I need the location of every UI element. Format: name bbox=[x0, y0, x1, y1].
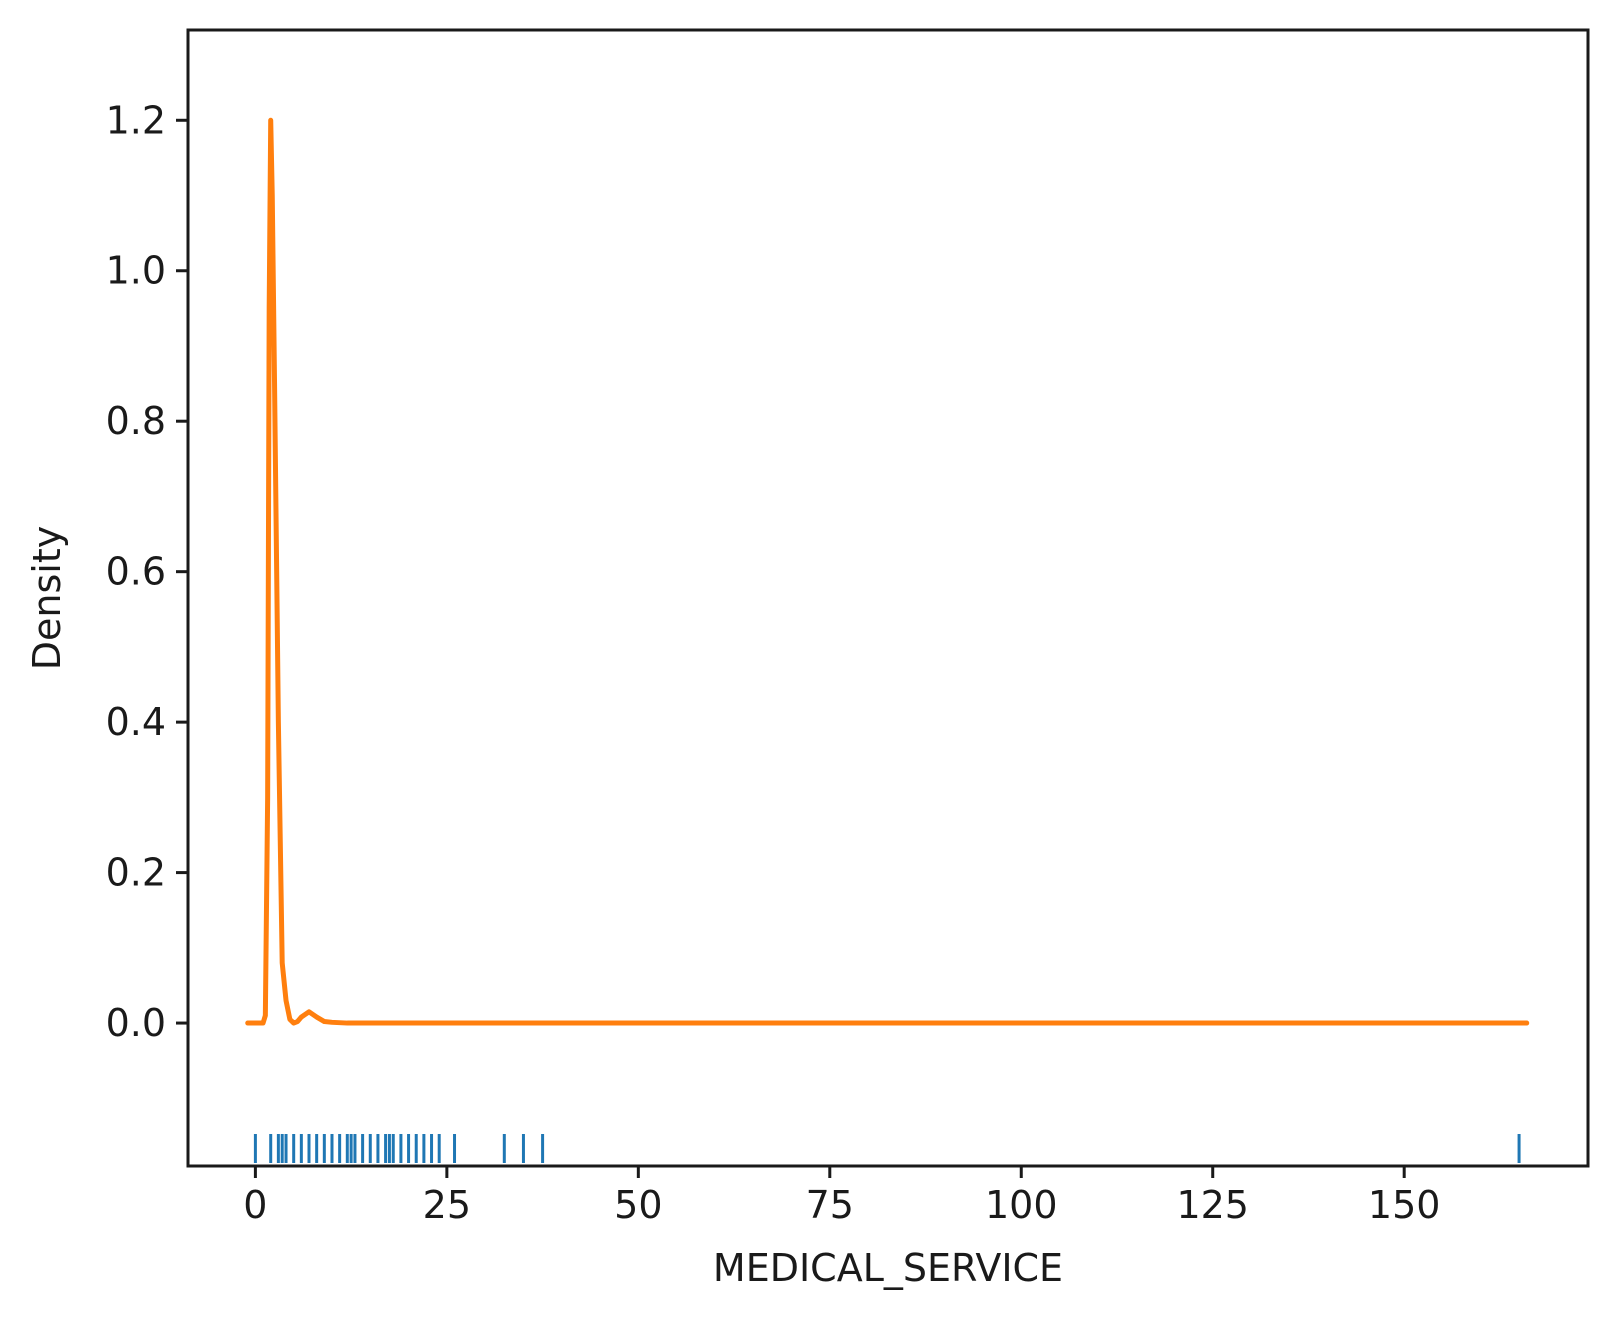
axes-frame bbox=[186, 28, 1590, 1168]
density-series-line bbox=[245, 117, 1530, 1026]
density-line-layer bbox=[245, 117, 1530, 1026]
x-tick-label: 100 bbox=[985, 1183, 1058, 1227]
x-tick-label: 75 bbox=[806, 1183, 854, 1227]
x-tick-label: 0 bbox=[243, 1183, 267, 1227]
rug-layer bbox=[253, 1134, 1521, 1163]
y-axis-ticks: 0.0 0.2 0.4 0.6 0.8 1.0 1.2 bbox=[106, 98, 188, 1045]
y-axis-label: Density bbox=[25, 526, 69, 670]
y-tick-label: 0.4 bbox=[106, 700, 166, 744]
x-axis-label: MEDICAL_SERVICE bbox=[713, 1246, 1063, 1290]
x-tick-label: 25 bbox=[423, 1183, 471, 1227]
x-tick-label: 125 bbox=[1176, 1183, 1249, 1227]
y-tick-label: 1.0 bbox=[106, 249, 166, 293]
y-tick-label: 0.6 bbox=[106, 550, 166, 594]
x-tick-label: 150 bbox=[1368, 1183, 1441, 1227]
y-tick-label: 1.2 bbox=[106, 98, 166, 142]
x-tick-label: 50 bbox=[614, 1183, 662, 1227]
y-tick-label: 0.0 bbox=[106, 1001, 166, 1045]
x-axis-ticks: 0 25 50 75 100 125 150 bbox=[243, 1166, 1440, 1227]
y-tick-label: 0.8 bbox=[106, 399, 166, 443]
y-tick-label: 0.2 bbox=[106, 851, 166, 895]
